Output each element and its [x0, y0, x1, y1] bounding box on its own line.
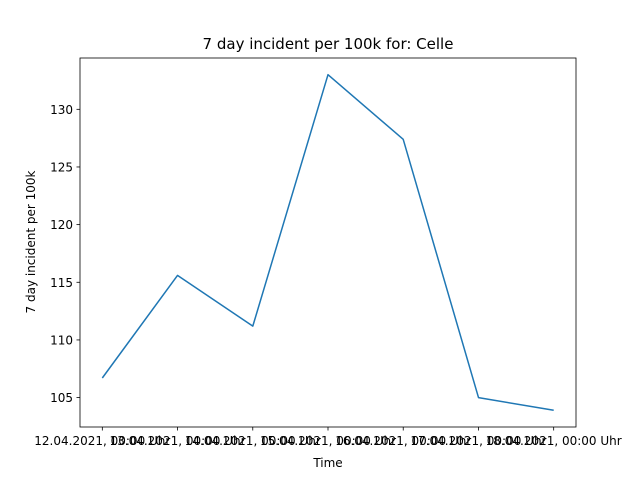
y-tick-label: 130	[50, 103, 73, 117]
y-axis-label: 7 day incident per 100k	[24, 170, 38, 313]
y-tick-label: 120	[50, 218, 73, 232]
y-tick-label: 105	[50, 391, 73, 405]
series-line	[102, 75, 553, 411]
y-tick-label: 115	[50, 276, 73, 290]
y-tick-label: 110	[50, 333, 73, 347]
plot-frame	[80, 58, 576, 427]
x-tick-label: 18.04.2021, 00:00 Uhr	[486, 434, 622, 448]
y-tick-label: 125	[50, 160, 73, 174]
x-axis-label: Time	[312, 456, 342, 470]
chart-title: 7 day incident per 100k for: Celle	[203, 35, 454, 53]
